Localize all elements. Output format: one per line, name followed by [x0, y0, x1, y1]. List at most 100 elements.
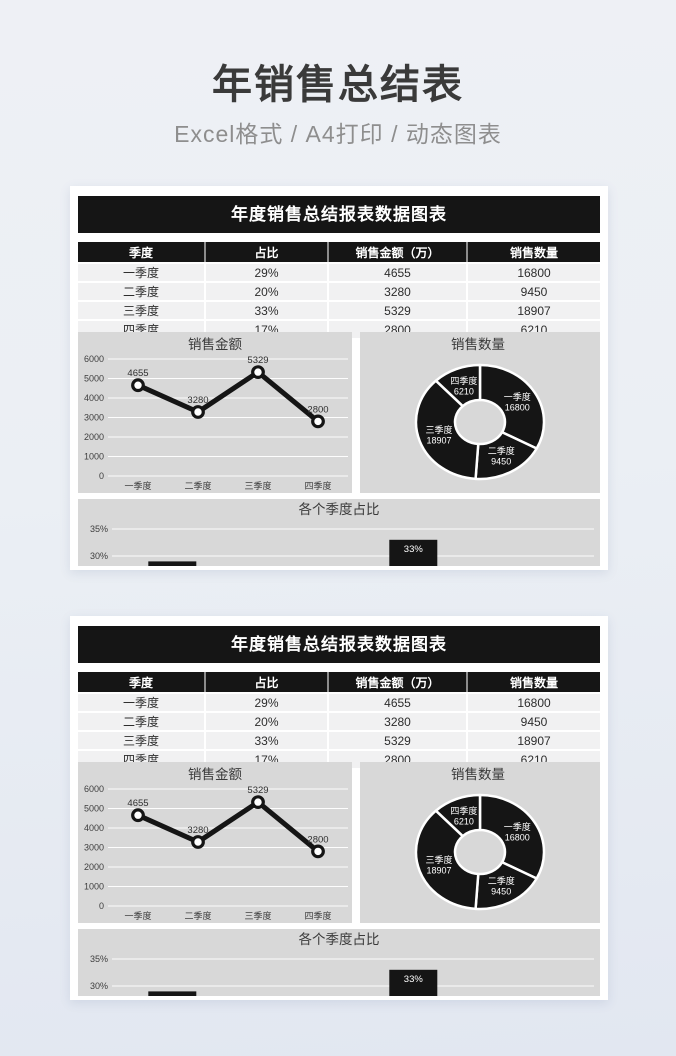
svg-text:5329: 5329: [247, 785, 268, 796]
svg-text:2800: 2800: [307, 834, 328, 845]
svg-text:29%: 29%: [163, 565, 183, 566]
svg-text:6000: 6000: [84, 784, 104, 794]
svg-text:35%: 35%: [90, 954, 108, 964]
svg-text:16800: 16800: [505, 403, 530, 413]
sales-table-head: 季度 占比 销售金额（万） 销售数量: [78, 672, 600, 694]
sales-amount-line-chart: 销售金额 0 1000 2000 3000 4000 5000 6000 一季度 二季度 三季度 四季…: [84, 337, 348, 491]
svg-text:6210: 6210: [454, 387, 474, 397]
svg-text:9450: 9450: [491, 886, 511, 896]
table-cell: 16800: [467, 263, 600, 283]
table-cell: 18907: [467, 731, 600, 751]
svg-text:2000: 2000: [84, 862, 104, 872]
table-cell: 二季度: [78, 712, 206, 732]
table-row: 三季度 33% 5329 18907: [78, 731, 600, 751]
table-cell: 3280: [328, 282, 468, 302]
table-row: 二季度 20% 3280 9450: [78, 712, 600, 732]
svg-text:销售金额: 销售金额: [188, 767, 242, 782]
table-cell: 5329: [328, 731, 468, 751]
sales-table-body: 一季度 29% 4655 16800 二季度 20% 3280 9450 三季度 33% 5329 1…: [78, 263, 600, 338]
svg-text:16800: 16800: [505, 833, 530, 843]
sales-table-body: 一季度 29% 4655 16800 二季度 20% 3280 9450 三季度 33% 5329 1…: [78, 693, 600, 768]
report-title-bar: 年度销售总结报表数据图表: [78, 626, 600, 663]
svg-text:30%: 30%: [90, 551, 108, 561]
sales-amount-chart-box: 销售金额 0 1000 2000 3000 4000 5000 6000 一季度 二季度 三季度 四季…: [78, 762, 352, 923]
svg-text:29%: 29%: [163, 995, 183, 996]
table-cell: 33%: [205, 301, 329, 321]
svg-text:三季度: 三季度: [425, 424, 452, 435]
report-card-1: 年度销售总结报表数据图表 季度 占比 销售金额（万） 销售数量 一季度 29% 46…: [70, 186, 608, 570]
svg-text:二季度: 二季度: [184, 480, 211, 491]
svg-text:6210: 6210: [454, 817, 474, 827]
svg-text:4000: 4000: [84, 393, 104, 403]
table-cell: 一季度: [78, 693, 206, 713]
table-cell: 4655: [328, 263, 468, 283]
svg-text:6000: 6000: [84, 354, 104, 364]
col-header-share: 占比: [205, 672, 329, 694]
table-cell: 29%: [205, 693, 329, 713]
table-row: 三季度 33% 5329 18907: [78, 301, 600, 321]
sales-amount-line-chart: 销售金额 0 1000 2000 3000 4000 5000 6000 一季度 二季度 三季度 四季…: [84, 767, 348, 921]
table-cell: 二季度: [78, 282, 206, 302]
svg-text:销售数量: 销售数量: [451, 337, 505, 352]
table-cell: 3280: [328, 712, 468, 732]
svg-text:3280: 3280: [187, 825, 208, 836]
svg-text:四季度: 四季度: [304, 910, 331, 921]
svg-text:3280: 3280: [187, 395, 208, 406]
svg-text:销售金额: 销售金额: [188, 337, 242, 352]
sales-data-table: 季度 占比 销售金额（万） 销售数量 一季度 29% 4655 16800 二季度 20%…: [78, 672, 600, 768]
table-cell: 三季度: [78, 301, 206, 321]
table-cell: 33%: [205, 731, 329, 751]
table-cell: 20%: [205, 282, 329, 302]
svg-text:35%: 35%: [90, 524, 108, 534]
svg-text:0: 0: [99, 471, 104, 481]
page-title: 年销售总结表: [212, 63, 464, 107]
svg-text:9450: 9450: [491, 456, 511, 466]
table-cell: 9450: [467, 712, 600, 732]
page-header: 年销售总结表 Excel格式 / A4打印 / 动态图表: [0, 62, 676, 149]
svg-text:二季度: 二季度: [184, 910, 211, 921]
svg-text:各个季度占比: 各个季度占比: [299, 502, 380, 517]
col-header-amount: 销售金额（万）: [328, 242, 468, 264]
svg-text:2000: 2000: [84, 432, 104, 442]
svg-text:4655: 4655: [127, 368, 148, 379]
svg-text:3000: 3000: [84, 413, 104, 423]
svg-text:三季度: 三季度: [425, 854, 452, 865]
svg-text:33%: 33%: [404, 544, 424, 555]
svg-text:二季度: 二季度: [488, 445, 515, 456]
table-cell: 三季度: [78, 731, 206, 751]
report-card-2: 年度销售总结报表数据图表 季度 占比 销售金额（万） 销售数量 一季度 29% 46…: [70, 616, 608, 1000]
svg-text:4655: 4655: [127, 798, 148, 809]
svg-text:四季度: 四季度: [450, 375, 477, 386]
svg-text:一季度: 一季度: [124, 480, 151, 491]
svg-text:四季度: 四季度: [450, 805, 477, 816]
col-header-amount: 销售金额（万）: [328, 672, 468, 694]
col-header-quantity: 销售数量: [467, 242, 600, 264]
svg-text:5000: 5000: [84, 374, 104, 384]
svg-text:1000: 1000: [84, 882, 104, 892]
table-header-row: 季度 占比 销售金额（万） 销售数量: [78, 672, 600, 694]
svg-text:4000: 4000: [84, 823, 104, 833]
table-cell: 29%: [205, 263, 329, 283]
svg-text:一季度: 一季度: [504, 821, 531, 832]
table-header-row: 季度 占比 销售金额（万） 销售数量: [78, 242, 600, 264]
table-cell: 20%: [205, 712, 329, 732]
table-row: 二季度 20% 3280 9450: [78, 282, 600, 302]
sales-quantity-chart-box: 销售数量 一季度 16800 二季度 9450 三季度 18907 四季度 6210: [360, 332, 600, 493]
col-header-quarter: 季度: [78, 242, 206, 264]
svg-text:三季度: 三季度: [244, 910, 271, 921]
svg-text:各个季度占比: 各个季度占比: [299, 932, 380, 947]
svg-text:18907: 18907: [426, 866, 451, 876]
svg-text:30%: 30%: [90, 981, 108, 991]
svg-text:销售数量: 销售数量: [451, 767, 505, 782]
svg-text:2800: 2800: [307, 404, 328, 415]
svg-text:1000: 1000: [84, 452, 104, 462]
svg-text:33%: 33%: [404, 974, 424, 985]
svg-text:3000: 3000: [84, 843, 104, 853]
svg-text:5329: 5329: [247, 355, 268, 366]
